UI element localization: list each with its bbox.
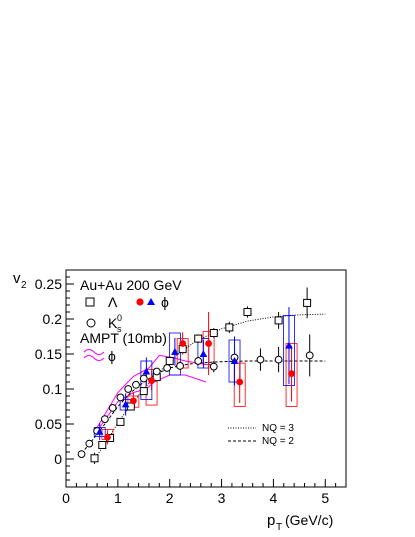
legend-ks-sup: 0 — [117, 313, 122, 323]
systematic-box — [168, 332, 181, 376]
x-tick-label: 4 — [270, 490, 278, 506]
legend-nq2-label: NQ = 2 — [262, 436, 294, 447]
legend-ks-main: K — [108, 315, 118, 331]
ks0-data-point — [256, 355, 265, 364]
ks0-data-point — [305, 351, 314, 360]
lambda-data-point — [225, 323, 234, 332]
legend-phi-red-marker — [136, 298, 144, 306]
y-axis-label-sub: 2 — [21, 280, 27, 291]
lambda-data-point — [303, 298, 312, 307]
y-tick-label: 0.05 — [35, 416, 62, 432]
phi-blue-data-point — [285, 341, 293, 349]
legend-ampt-swatch-upper — [83, 349, 105, 355]
ks0-data-point — [85, 439, 94, 448]
x-axis-label: p T (GeV/c) — [267, 512, 333, 533]
legend-system: Au+Au 200 GeV — [80, 277, 182, 293]
phi-blue-data-point — [230, 357, 239, 364]
ks0-data-point — [77, 450, 86, 459]
ks0-data-point — [132, 380, 140, 389]
phi-red-data-point — [104, 433, 111, 441]
systematic-box — [285, 343, 298, 407]
ks0-data-point — [209, 362, 218, 371]
phi-red-data-point — [130, 397, 137, 405]
legend-ks-sub: s — [117, 324, 122, 334]
legend-ampt-phi-label: ϕ — [108, 348, 116, 364]
phi-blue-data-point — [142, 367, 151, 375]
legend-lambda-marker — [85, 297, 95, 307]
phi-blue-data-point — [171, 347, 179, 355]
y-tick-label: 0.25 — [35, 276, 62, 292]
markers-layer — [77, 298, 314, 463]
ks0-data-point — [274, 355, 283, 364]
plot-frame — [65, 269, 347, 488]
legend-phi-label: ϕ — [161, 294, 169, 310]
y-tick-label: 0.1 — [43, 381, 63, 397]
lambda-data-point — [165, 357, 174, 365]
axes-layer: 0 1 2 3 4 5 0 0.05 0.1 0.15 0.2 0.25 — [35, 269, 347, 506]
x-tick-label: 2 — [166, 490, 174, 506]
lambda-data-point — [194, 334, 203, 343]
lambda-data-point — [116, 417, 125, 426]
lambda-data-point — [274, 316, 283, 325]
lambda-data-point — [98, 441, 107, 449]
ampt-band-upper — [96, 354, 207, 428]
ks0-data-point — [152, 367, 161, 376]
ks0-data-point — [139, 374, 148, 383]
x-tick-label: 0 — [62, 490, 70, 506]
ks0-data-point — [163, 364, 172, 372]
legend-ampt-swatch-lower — [83, 355, 105, 361]
x-tick-label: 1 — [114, 490, 122, 506]
y-axis-label: v 2 — [13, 270, 27, 291]
x-axis-label-sub: T — [276, 522, 282, 533]
phi-red-data-point — [205, 340, 212, 347]
legend-nq3-label: NQ = 3 — [262, 423, 294, 434]
ks0-data-point — [124, 385, 133, 393]
phi-red-data-point — [148, 377, 155, 384]
lambda-data-point — [243, 308, 252, 316]
y-tick-label: 0 — [54, 451, 62, 467]
legend: Au+Au 200 GeV Λ ϕ K s 0 AMPT (10mb) ϕ NQ… — [80, 277, 294, 447]
phi-blue-data-point — [95, 427, 104, 435]
legend-ampt-title: AMPT (10mb) — [80, 330, 167, 346]
phi-red-data-point — [236, 378, 244, 386]
legend-lambda-label: Λ — [108, 294, 118, 310]
ks0-data-point — [116, 393, 125, 402]
lambda-data-point — [209, 329, 218, 337]
legend-phi-blue-marker — [147, 298, 155, 305]
phi-red-data-point — [288, 370, 295, 377]
legend-ks-marker — [86, 318, 96, 328]
phi-red-data-point — [179, 340, 187, 347]
phi-blue-data-point — [199, 350, 208, 357]
y-tick-label: 0.15 — [35, 346, 62, 362]
x-axis-label-main: p — [267, 512, 275, 529]
ks0-data-point — [194, 357, 203, 365]
lambda-data-point — [139, 387, 148, 396]
y-axis-label-main: v — [13, 270, 21, 287]
x-axis-label-unit: (GeV/c) — [285, 512, 333, 528]
lambda-data-point — [90, 454, 99, 463]
y-tick-label: 0.2 — [43, 311, 63, 327]
ks0-data-point — [176, 362, 184, 370]
ks0-data-point — [100, 415, 109, 424]
x-tick-label: 5 — [321, 490, 329, 506]
x-tick-label: 3 — [218, 490, 226, 506]
ks0-data-point — [108, 404, 117, 412]
phi-blue-data-point — [121, 400, 130, 408]
